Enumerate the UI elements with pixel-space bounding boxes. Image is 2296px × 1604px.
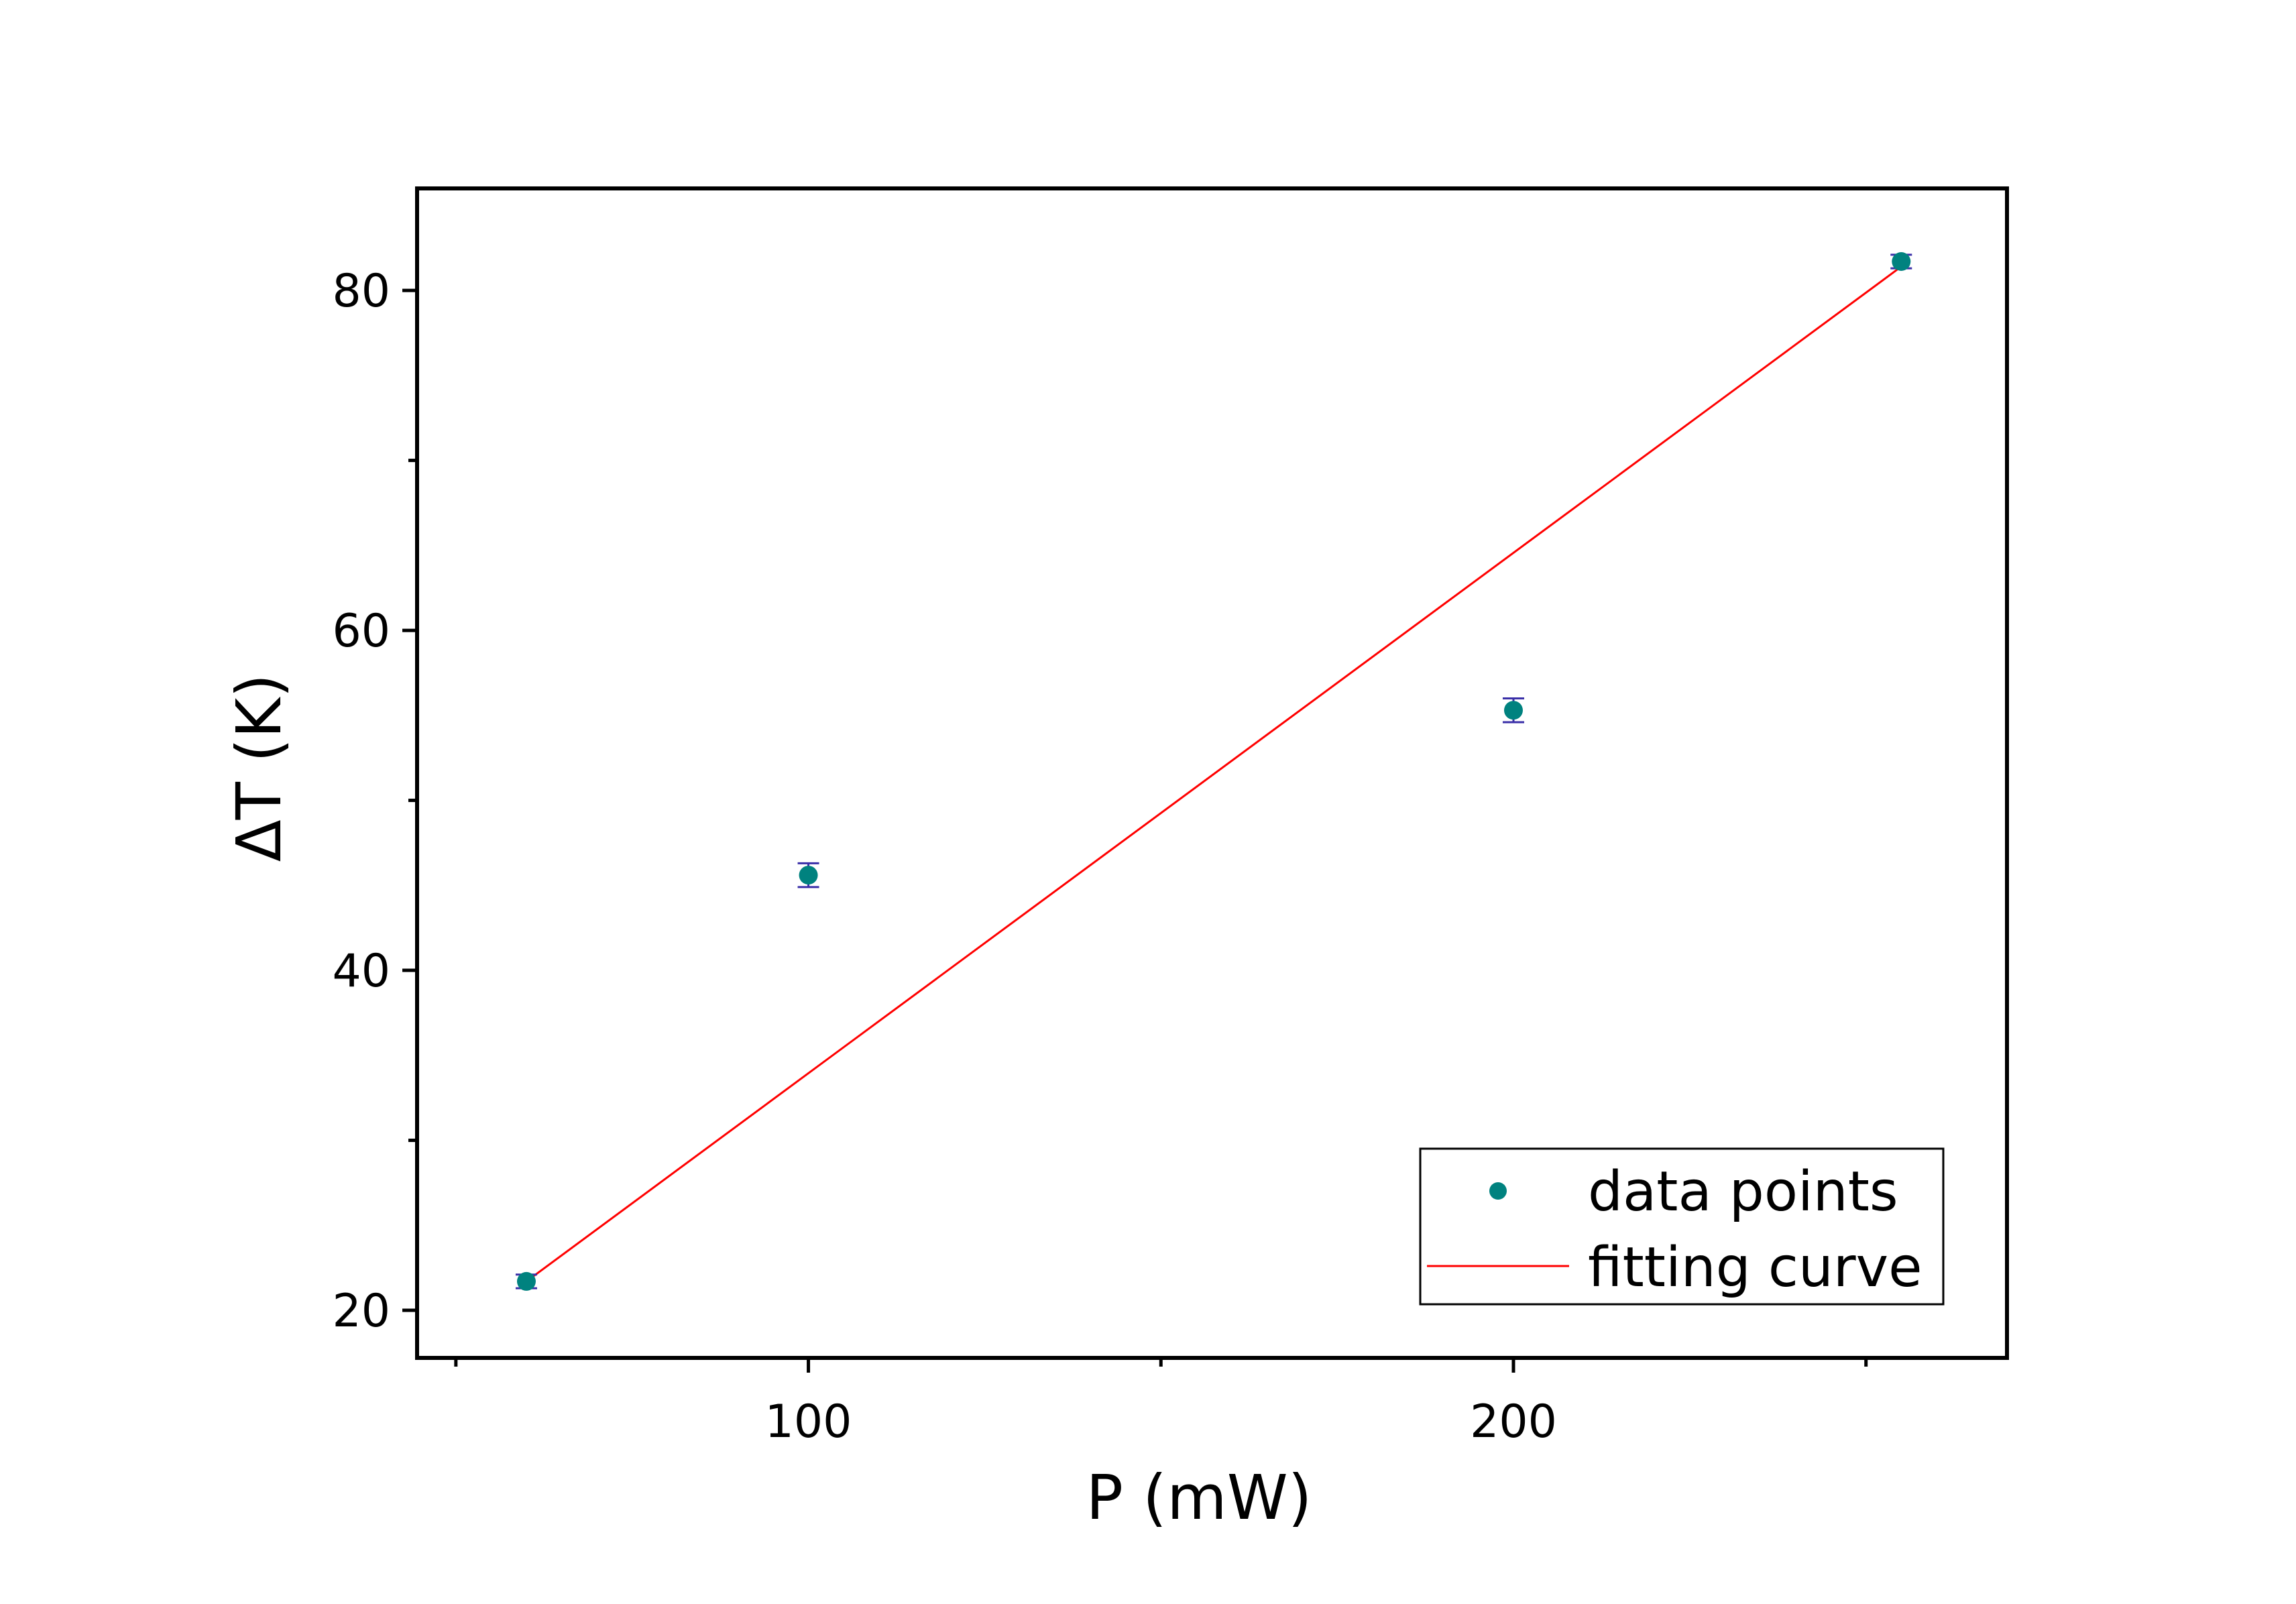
data-point xyxy=(1503,701,1523,720)
x-axis-title: P (mW) xyxy=(1086,1462,1312,1534)
y-tick-label: 80 xyxy=(332,265,390,318)
y-tick-label: 40 xyxy=(332,945,390,998)
legend-box xyxy=(1419,1147,1945,1306)
data-point xyxy=(1892,252,1911,271)
points-layer xyxy=(515,252,1912,1291)
fit-layer xyxy=(526,266,1902,1283)
data-point xyxy=(516,1271,536,1291)
plot-frame xyxy=(415,186,2009,1360)
x-tick-label: 100 xyxy=(765,1395,852,1448)
y-tick-label: 60 xyxy=(332,605,390,658)
data-point xyxy=(799,866,818,885)
legend-layer: data points fitting curve xyxy=(1419,1147,1945,1306)
fitting-curve-line xyxy=(526,266,1902,1283)
legend-marker-data-points xyxy=(1489,1182,1507,1200)
y-axis-title: ΔT (K) xyxy=(223,674,295,862)
legend-label-fitting-curve: fitting curve xyxy=(1588,1236,1922,1300)
ticks-layer: 100 200 20 40 60 80 xyxy=(332,265,1868,1448)
legend-label-data-points: data points xyxy=(1588,1160,1898,1224)
x-tick-label: 200 xyxy=(1470,1395,1557,1448)
plot-frame-layer xyxy=(415,186,2009,1360)
y-tick-label: 20 xyxy=(332,1285,390,1338)
